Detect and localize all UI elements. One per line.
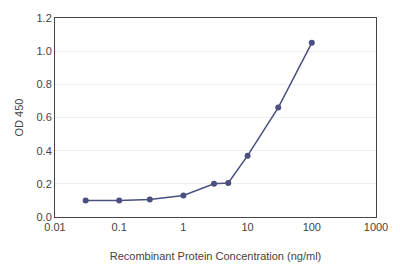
svg-text:1.2: 1.2 <box>37 12 52 24</box>
svg-text:0.0: 0.0 <box>37 211 52 223</box>
svg-text:100: 100 <box>303 221 321 233</box>
svg-text:0.01: 0.01 <box>44 221 65 233</box>
svg-text:1: 1 <box>180 221 186 233</box>
svg-text:1000: 1000 <box>364 221 388 233</box>
svg-text:0.6: 0.6 <box>37 111 52 123</box>
svg-text:1.0: 1.0 <box>37 45 52 57</box>
svg-text:Recombinant Protein Concentrat: Recombinant Protein Concentration (ng/ml… <box>110 250 322 262</box>
svg-text:0.1: 0.1 <box>112 221 127 233</box>
svg-text:0.8: 0.8 <box>37 78 52 90</box>
svg-text:0.4: 0.4 <box>37 145 52 157</box>
svg-text:10: 10 <box>241 221 253 233</box>
svg-text:0.2: 0.2 <box>37 178 52 190</box>
svg-text:OD 450: OD 450 <box>13 99 25 137</box>
